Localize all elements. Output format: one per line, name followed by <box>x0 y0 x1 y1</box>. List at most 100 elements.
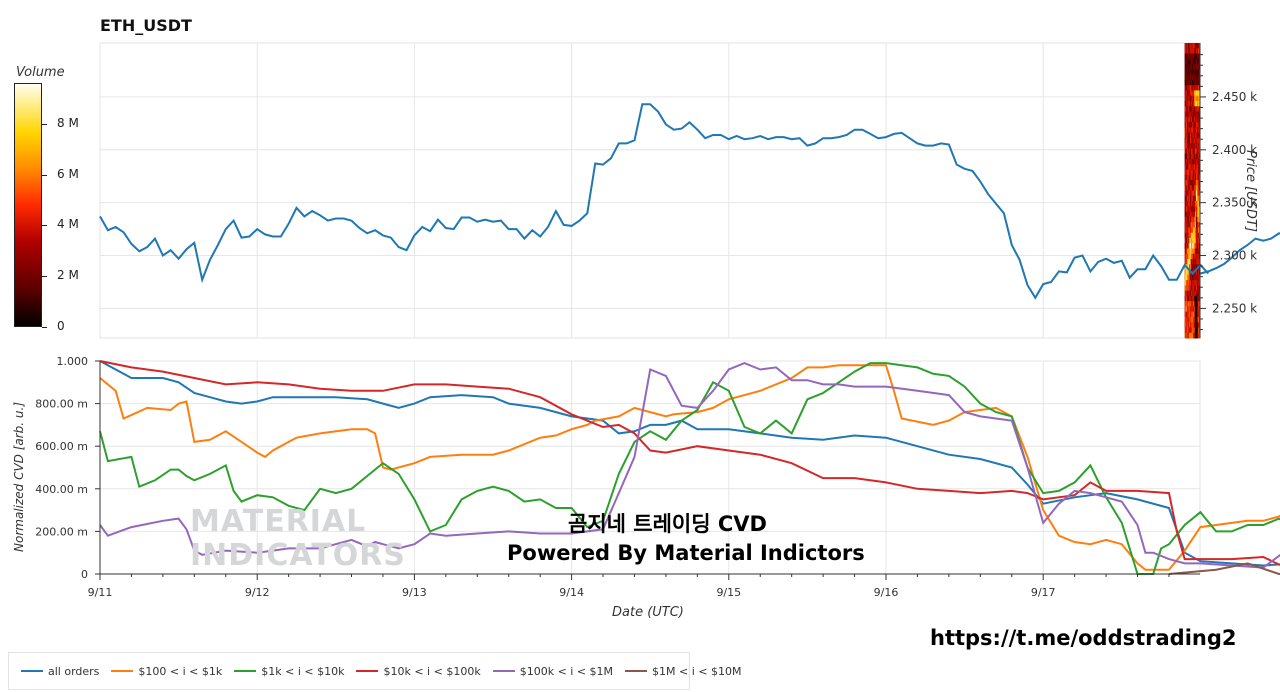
legend-item[interactable]: $1k < i < $10k <box>234 665 344 678</box>
heatmap-cell <box>1193 74 1195 81</box>
heatmap-cell <box>1189 290 1191 297</box>
heatmap-cell <box>1188 311 1190 318</box>
heatmap-cell <box>1186 322 1188 328</box>
heatmap-cell <box>1192 111 1194 118</box>
heatmap-cell <box>1191 122 1193 128</box>
heatmap-cell <box>1185 211 1187 218</box>
heatmap-cell <box>1197 322 1199 328</box>
heatmap-cell <box>1197 306 1199 313</box>
heatmap-cell <box>1185 95 1187 102</box>
heatmap-cell <box>1197 116 1199 123</box>
heatmap-cell <box>1188 53 1190 60</box>
heatmap-cell <box>1193 143 1195 149</box>
legend-item[interactable]: $100k < i < $1M <box>492 665 613 678</box>
heatmap-cell <box>1184 106 1186 112</box>
heatmap-cell <box>1194 111 1196 118</box>
heatmap-cell <box>1191 258 1193 265</box>
heatmap-cell <box>1188 327 1190 334</box>
heatmap-cell <box>1192 111 1195 118</box>
x-tick-label: 9/11 <box>88 586 113 599</box>
legend-item[interactable]: $1M < i < $10M <box>625 665 741 678</box>
heatmap-cell <box>1195 164 1197 170</box>
heatmap-cell <box>1194 143 1196 149</box>
heatmap-cell <box>1192 332 1195 339</box>
heatmap-cell <box>1186 332 1188 339</box>
legend-item[interactable]: $100 < i < $1k <box>111 665 222 678</box>
heatmap-cell <box>1197 280 1199 286</box>
heatmap-cell <box>1195 243 1197 249</box>
heatmap-cell <box>1193 64 1195 70</box>
heatmap-cell <box>1195 137 1197 144</box>
heatmap-cell <box>1197 169 1199 176</box>
heatmap-cell <box>1191 169 1193 176</box>
heatmap-cell <box>1189 132 1191 139</box>
heatmap-cell <box>1196 232 1198 239</box>
heatmap-cell <box>1191 53 1193 60</box>
heatmap-cell <box>1198 285 1200 292</box>
heatmap-cell <box>1189 316 1192 323</box>
heatmap-cell <box>1197 137 1199 144</box>
heatmap-cell <box>1187 248 1189 255</box>
heatmap-cell <box>1194 85 1196 91</box>
heatmap-cell <box>1192 43 1194 49</box>
heatmap-cell <box>1193 127 1195 134</box>
telegram-link[interactable]: https://t.me/oddstrading2 <box>930 626 1237 650</box>
heatmap-cell <box>1195 100 1197 107</box>
legend-label: $100 < i < $1k <box>138 664 223 678</box>
heatmap-cell <box>1188 43 1190 49</box>
heatmap-cell <box>1196 43 1198 49</box>
heatmap-cell <box>1198 111 1200 118</box>
heatmap-cell <box>1193 248 1195 255</box>
heatmap-cell <box>1195 79 1197 86</box>
heatmap-cell <box>1192 190 1194 197</box>
heatmap-cell <box>1189 280 1191 286</box>
heatmap-cell <box>1189 127 1192 134</box>
legend-item[interactable]: $10k < i < $100k <box>356 665 481 678</box>
heatmap-cell <box>1190 95 1192 102</box>
heatmap-cell <box>1187 195 1189 202</box>
heatmap-cell <box>1184 53 1186 60</box>
heatmap-cell <box>1185 274 1187 281</box>
heatmap-cell <box>1191 179 1193 186</box>
heatmap-cell <box>1186 227 1188 234</box>
heatmap-cell <box>1195 48 1197 55</box>
heatmap-cell <box>1186 111 1188 118</box>
heatmap-cell <box>1195 153 1197 160</box>
heatmap-cell <box>1194 148 1196 155</box>
heatmap-cell <box>1186 122 1188 128</box>
heatmap-cell <box>1190 122 1192 128</box>
heatmap-cell <box>1189 53 1191 60</box>
heatmap-cell <box>1197 48 1199 55</box>
heatmap-cell <box>1186 74 1188 81</box>
heatmap-cell <box>1195 274 1197 281</box>
heatmap-cell <box>1185 190 1187 197</box>
heatmap-cell <box>1188 327 1190 334</box>
heatmap-cell <box>1191 253 1193 260</box>
heatmap-cell <box>1187 64 1189 70</box>
heatmap-cell <box>1198 201 1200 207</box>
heatmap-cell <box>1185 290 1187 297</box>
heatmap-cell <box>1191 95 1193 102</box>
heatmap-cell <box>1185 69 1187 76</box>
heatmap-cell <box>1194 132 1196 139</box>
heatmap-cell <box>1188 311 1190 318</box>
heatmap-cell <box>1190 111 1192 118</box>
heatmap-cell <box>1197 306 1199 313</box>
heatmap-cell <box>1194 179 1196 186</box>
heatmap-cell <box>1192 79 1195 86</box>
heatmap-cell <box>1194 258 1196 265</box>
heatmap-cell <box>1197 153 1199 160</box>
legend-item[interactable]: all orders <box>21 665 99 678</box>
heatmap-cell <box>1190 148 1192 155</box>
heatmap-cell <box>1194 195 1196 202</box>
x-tick-label: 9/12 <box>245 586 270 599</box>
heatmap-cell <box>1194 137 1196 144</box>
heatmap-cell <box>1189 179 1191 186</box>
heatmap-cell <box>1191 169 1193 176</box>
heatmap-cell <box>1195 179 1197 186</box>
heatmap-cell <box>1193 58 1195 65</box>
heatmap-cell <box>1194 74 1196 81</box>
heatmap-cell <box>1198 48 1200 55</box>
heatmap-cell <box>1197 201 1199 207</box>
heatmap-cell <box>1189 201 1192 207</box>
